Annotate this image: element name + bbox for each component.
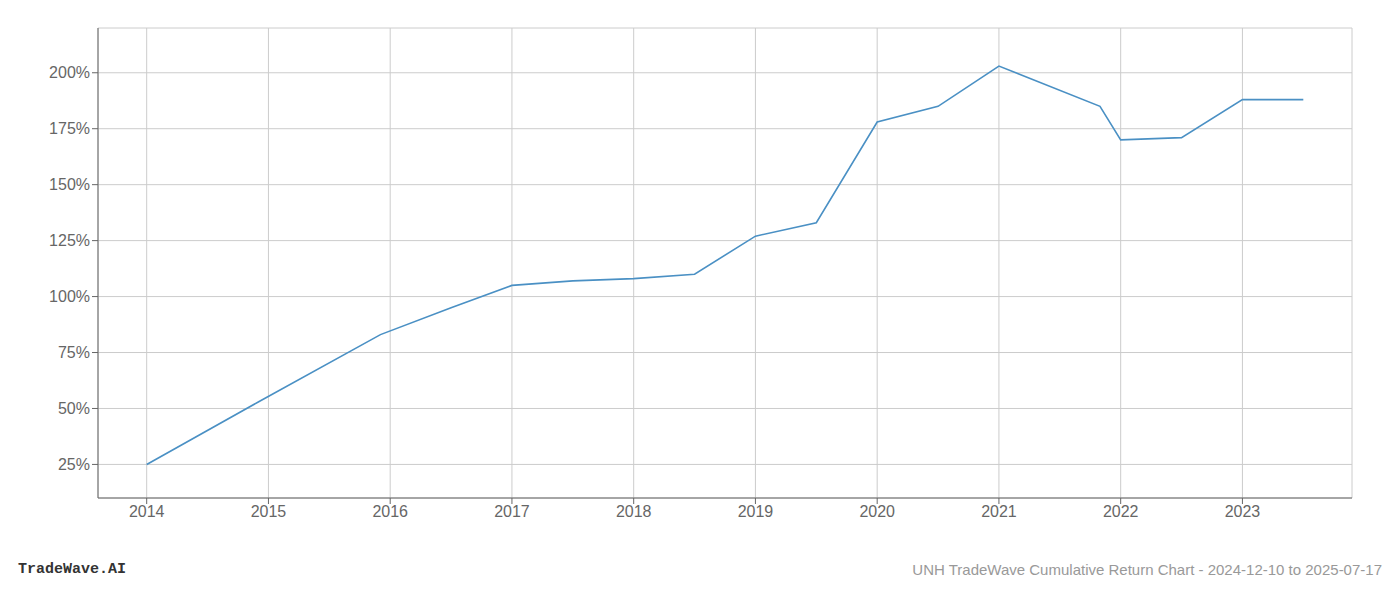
svg-text:2018: 2018 xyxy=(616,503,652,520)
html-text:UNH TradeWave Cumulative Retur: UNH TradeWave Cumulative Return Chart - … xyxy=(912,561,1382,578)
svg-text:2016: 2016 xyxy=(372,503,408,520)
svg-text:2014: 2014 xyxy=(129,503,165,520)
svg-text:125%: 125% xyxy=(49,232,90,249)
svg-text:50%: 50% xyxy=(58,400,90,417)
svg-text:175%: 175% xyxy=(49,120,90,137)
svg-text:150%: 150% xyxy=(49,176,90,193)
html-text:TradeWave.AI: TradeWave.AI xyxy=(18,561,126,578)
svg-text:2017: 2017 xyxy=(494,503,530,520)
svg-text:2015: 2015 xyxy=(251,503,287,520)
svg-text:2020: 2020 xyxy=(859,503,895,520)
svg-text:2021: 2021 xyxy=(981,503,1017,520)
svg-text:25%: 25% xyxy=(58,456,90,473)
svg-text:75%: 75% xyxy=(58,344,90,361)
svg-text:200%: 200% xyxy=(49,64,90,81)
svg-text:2023: 2023 xyxy=(1225,503,1261,520)
svg-text:2022: 2022 xyxy=(1103,503,1139,520)
svg-text:2019: 2019 xyxy=(738,503,774,520)
svg-text:100%: 100% xyxy=(49,288,90,305)
